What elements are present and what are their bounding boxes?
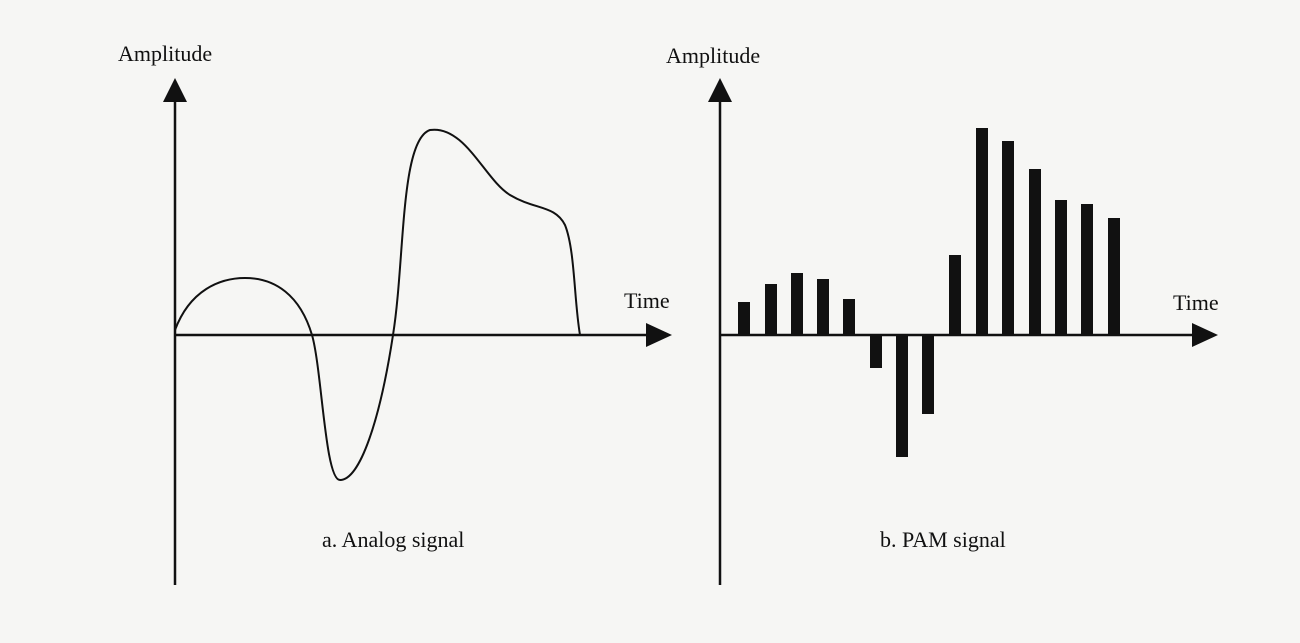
pam-panel: Amplitude Time b. PAM signal — [666, 43, 1219, 585]
pulse — [1029, 169, 1041, 335]
pulse — [1108, 218, 1120, 335]
pulse — [817, 279, 829, 335]
pulse — [791, 273, 803, 335]
analog-curve — [174, 128, 581, 482]
pulse — [843, 299, 855, 335]
pulse — [765, 284, 777, 335]
pulse — [1055, 200, 1067, 335]
pulse — [976, 128, 988, 335]
pulse — [949, 255, 961, 335]
y-axis-label: Amplitude — [666, 43, 760, 68]
x-axis-arrow — [646, 323, 672, 347]
pulse — [738, 302, 750, 335]
x-axis-arrow — [1192, 323, 1218, 347]
x-axis-label: Time — [624, 288, 670, 313]
pulse — [922, 335, 934, 414]
pulse — [1081, 204, 1093, 335]
y-axis-label: Amplitude — [118, 41, 212, 66]
pulse — [870, 335, 882, 368]
analog-panel: Amplitude Time a. Analog signal — [118, 41, 672, 585]
y-axis-arrow — [708, 78, 732, 102]
y-axis-arrow — [163, 78, 187, 102]
x-axis-label: Time — [1173, 290, 1219, 315]
pulse — [896, 335, 908, 457]
pam-pulses — [738, 128, 1120, 457]
pulse — [1002, 141, 1014, 335]
caption: a. Analog signal — [322, 527, 464, 552]
caption: b. PAM signal — [880, 527, 1006, 552]
